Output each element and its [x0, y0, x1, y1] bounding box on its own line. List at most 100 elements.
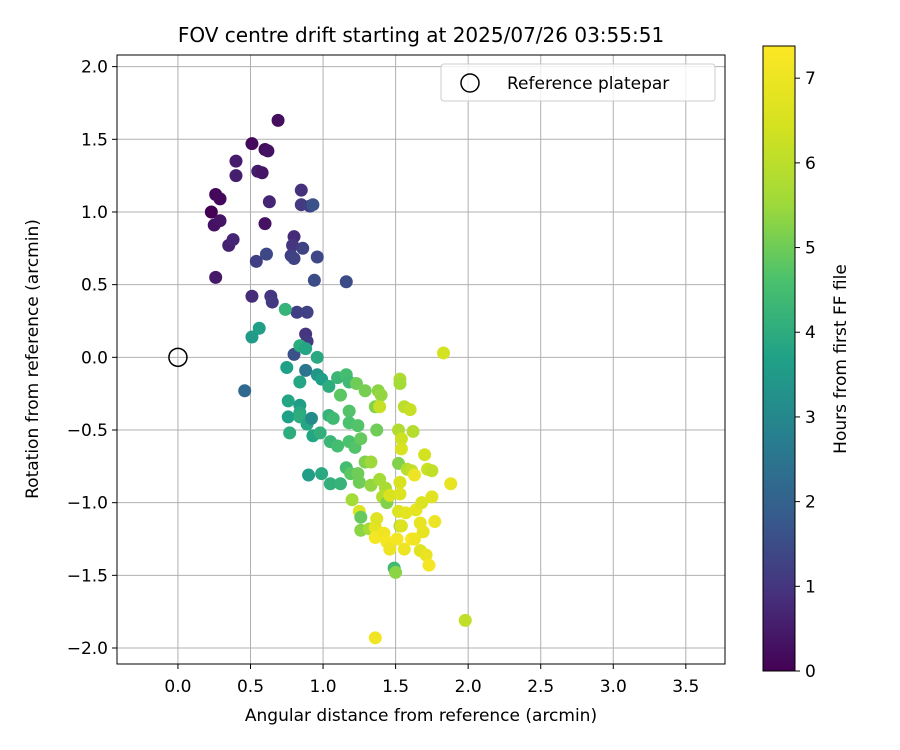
data-point: [229, 154, 243, 168]
data-point: [209, 270, 223, 284]
data-point: [299, 363, 313, 377]
data-point: [416, 525, 430, 539]
data-point: [394, 519, 408, 533]
colorbar-tick-label: 7: [805, 69, 816, 89]
data-point: [299, 342, 313, 356]
data-point: [339, 275, 353, 289]
x-tick-label: 2.0: [455, 677, 482, 697]
data-point: [333, 477, 347, 491]
data-point: [425, 490, 439, 504]
data-point: [245, 330, 259, 344]
legend-label-reference-platepar: Reference platepar: [507, 74, 669, 94]
data-point: [252, 321, 266, 335]
data-point: [204, 205, 218, 219]
data-point: [374, 388, 388, 402]
data-points: [204, 113, 472, 645]
data-point: [342, 404, 356, 418]
data-point: [383, 542, 397, 556]
colorbar-tick-label: 3: [805, 408, 816, 428]
data-point: [259, 247, 273, 261]
data-point: [226, 233, 240, 247]
data-point: [351, 419, 365, 433]
y-tick-label: −2.0: [67, 639, 108, 659]
data-point: [229, 169, 243, 183]
data-point: [296, 241, 310, 255]
data-point: [261, 144, 275, 158]
data-point: [352, 475, 366, 489]
data-point: [349, 376, 363, 390]
data-point: [393, 376, 407, 390]
data-point: [393, 475, 407, 489]
data-point: [389, 565, 403, 579]
data-point: [258, 217, 272, 231]
y-tick-label: 0.5: [81, 276, 108, 296]
legend: Reference platepar: [440, 63, 716, 102]
data-point: [397, 542, 411, 556]
x-axis-label: Angular distance from reference (arcmin): [245, 706, 597, 726]
data-point: [310, 350, 324, 364]
legend-box: [440, 63, 716, 102]
data-point: [322, 379, 336, 393]
data-point: [271, 113, 285, 127]
data-point: [425, 464, 439, 478]
data-point: [255, 166, 269, 180]
data-point: [293, 375, 307, 389]
data-point: [245, 289, 259, 303]
y-axis-label: Rotation from reference (arcmin): [23, 219, 43, 499]
x-tick-label: 2.5: [527, 677, 554, 697]
data-point: [213, 192, 227, 206]
colorbar-tick-label: 1: [805, 577, 816, 597]
data-point: [419, 548, 433, 562]
x-axis-ticks: 0.0 0.5 1.0 1.5 2.0 2.5 3.0 3.5: [164, 664, 699, 697]
data-point: [406, 424, 420, 438]
data-point: [368, 631, 382, 645]
colorbar-label: Hours from first FF file: [831, 264, 851, 454]
y-tick-label: 2.0: [81, 58, 108, 78]
data-point: [262, 195, 276, 209]
data-point: [370, 423, 384, 437]
data-point: [310, 250, 324, 264]
data-point: [283, 426, 297, 440]
data-point: [326, 411, 340, 425]
data-point: [302, 468, 316, 482]
data-point: [280, 360, 294, 374]
y-tick-label: 1.0: [81, 203, 108, 223]
data-point: [278, 302, 292, 316]
colorbar-gradient: [762, 45, 796, 672]
data-point: [354, 432, 368, 446]
data-point: [313, 426, 327, 440]
y-tick-label: −1.0: [67, 494, 108, 514]
data-point: [245, 137, 259, 151]
data-point: [422, 558, 436, 572]
y-tick-label: −0.5: [67, 421, 108, 441]
data-point: [370, 512, 384, 526]
x-tick-label: 3.0: [600, 677, 627, 697]
data-point: [290, 305, 304, 319]
data-point: [394, 432, 408, 446]
data-point: [281, 394, 295, 408]
data-point: [238, 384, 252, 398]
data-point: [249, 254, 263, 268]
chart-title: FOV centre drift starting at 2025/07/26 …: [178, 23, 664, 47]
data-point: [428, 515, 442, 529]
data-point: [294, 183, 308, 197]
x-tick-label: 1.5: [382, 677, 409, 697]
data-point: [300, 305, 314, 319]
colorbar-tick-label: 0: [805, 662, 816, 682]
data-point: [393, 487, 407, 501]
legend-open-circle-icon: [460, 73, 480, 93]
data-point: [331, 439, 345, 453]
y-axis-ticks: 2.0 1.5 1.0 0.5 0.0 −0.5 −1.0 −1.5 −2.0: [67, 58, 117, 659]
data-point: [407, 468, 421, 482]
data-point: [306, 198, 320, 212]
data-point: [418, 448, 432, 462]
plot-frame: [116, 54, 726, 665]
data-point: [394, 442, 408, 456]
colorbar-ticks: 0 1 2 3 4 5 6 7: [795, 69, 816, 682]
data-point: [281, 410, 295, 424]
x-tick-label: 3.5: [672, 677, 699, 697]
data-point: [444, 477, 458, 491]
y-tick-label: 1.5: [81, 130, 108, 150]
y-tick-label: −1.5: [67, 566, 108, 586]
